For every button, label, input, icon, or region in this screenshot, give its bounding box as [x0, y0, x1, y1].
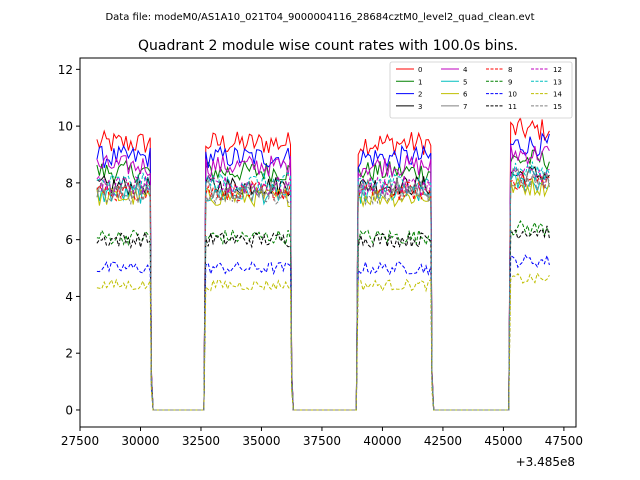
series-line-14 [96, 272, 550, 411]
legend-label-10: 10 [508, 91, 517, 99]
legend-label-8: 8 [508, 66, 512, 74]
x-tick-label: 32500 [182, 434, 220, 448]
legend-label-0: 0 [418, 66, 422, 74]
x-tick-label: 47500 [545, 434, 583, 448]
legend-label-2: 2 [418, 91, 422, 99]
x-axis: 27500 30000 32500 35000 37500 40000 42500 45000… [61, 427, 583, 448]
plot-frame [79, 57, 577, 428]
chart-suptitle: Data file: modeM0/AS1A10_021T04_90000041… [105, 12, 534, 23]
legend-label-6: 6 [463, 91, 468, 99]
x-tick-label: 40000 [363, 434, 401, 448]
y-tick-label: 6 [65, 233, 73, 247]
legend-label-11: 11 [508, 103, 517, 111]
legend-label-15: 15 [553, 103, 562, 111]
x-offset-label: +3.485e8 [516, 455, 575, 469]
chart-title: Quadrant 2 module wise count rates with … [138, 38, 518, 54]
x-tick-label: 27500 [61, 434, 99, 448]
y-tick-label: 10 [58, 120, 73, 134]
x-tick-label: 42500 [424, 434, 462, 448]
y-tick-label: 2 [65, 347, 73, 361]
legend-label-13: 13 [553, 78, 562, 86]
y-axis: 0 2 4 6 8 10 12 [58, 63, 80, 417]
legend-label-1: 1 [418, 78, 422, 86]
y-tick-label: 12 [58, 63, 73, 77]
legend-label-4: 4 [463, 66, 468, 74]
legend-label-12: 12 [553, 66, 562, 74]
y-tick-label: 0 [65, 403, 73, 417]
x-tick-label: 30000 [121, 434, 159, 448]
y-tick-label: 4 [65, 290, 73, 304]
series-layer [96, 116, 550, 411]
legend-box [389, 61, 573, 119]
legend-label-14: 14 [553, 91, 562, 99]
x-tick-label: 35000 [242, 434, 280, 448]
series-line-15 [96, 172, 550, 411]
x-tick-label: 37500 [303, 434, 341, 448]
legend-label-7: 7 [463, 103, 467, 111]
legend-label-9: 9 [508, 78, 512, 86]
legend-label-5: 5 [463, 78, 467, 86]
x-tick-label: 45000 [484, 434, 522, 448]
y-tick-label: 8 [65, 176, 73, 190]
legend-label-3: 3 [418, 103, 422, 111]
